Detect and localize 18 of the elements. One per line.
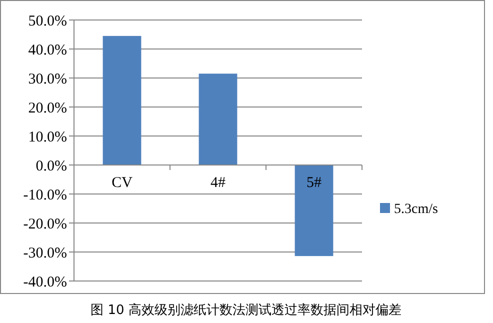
- y-tick-label: 30.0%: [28, 71, 67, 88]
- y-tick-label: -40.0%: [23, 274, 67, 290]
- x-tick-label: 5#: [306, 175, 322, 191]
- caption: 图 10 高效级别滤纸计数法测试透过率数据间相对偏差: [90, 302, 402, 318]
- x-tick-label: CV: [112, 175, 133, 191]
- y-tick-label: 40.0%: [28, 42, 67, 58]
- bar: [294, 165, 334, 256]
- x-tick-label: 4#: [210, 175, 226, 191]
- bar: [198, 74, 238, 165]
- y-tick-label: 10.0%: [28, 129, 67, 146]
- y-tick-label: -10.0%: [23, 187, 67, 204]
- y-tick-label: 0.0%: [36, 158, 67, 174]
- bar: [102, 36, 142, 165]
- y-tick-label: 20.0%: [28, 100, 67, 116]
- y-tick-label: -30.0%: [23, 245, 67, 262]
- y-tick-label: -20.0%: [23, 216, 67, 232]
- y-tick-label: 50.0%: [28, 13, 67, 30]
- legend-label: 5.3cm/s: [394, 202, 438, 217]
